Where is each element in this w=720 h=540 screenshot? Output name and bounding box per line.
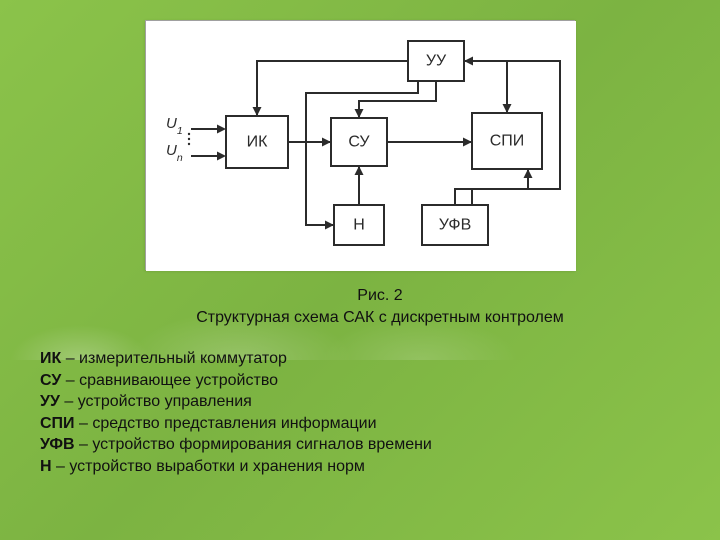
figure-caption: Рис. 2 Структурная схема САК с дискретны…: [160, 285, 600, 328]
legend-row: СПИ – средство представления информации: [40, 413, 680, 435]
legend-row: УУ – устройство управления: [40, 391, 680, 413]
legend-desc: – средство представления информации: [75, 415, 377, 432]
svg-text:УФВ: УФВ: [439, 217, 471, 234]
diagram-panel: U1UnИКСУУУСПИНУФВ: [145, 20, 575, 270]
legend-desc: – устройство выработки и хранения норм: [52, 458, 365, 475]
legend-desc: – устройство управления: [60, 393, 252, 410]
legend-abbr: СУ: [40, 372, 61, 389]
legend-row: ИК – измерительный коммутатор: [40, 348, 680, 370]
legend-desc: – измерительный коммутатор: [61, 350, 287, 367]
legend-abbr: ИК: [40, 350, 61, 367]
block-diagram: U1UnИКСУУУСПИНУФВ: [146, 21, 576, 271]
legend-abbr: СПИ: [40, 415, 75, 432]
svg-text:СПИ: СПИ: [490, 133, 525, 150]
legend-row: Н – устройство выработки и хранения норм: [40, 456, 680, 478]
svg-text:Н: Н: [353, 217, 365, 234]
legend-abbr: Н: [40, 458, 52, 475]
legend-desc: – сравнивающее устройство: [61, 372, 278, 389]
svg-text:СУ: СУ: [348, 134, 370, 151]
caption-line2: Структурная схема САК с дискретным контр…: [160, 307, 600, 329]
svg-text:УУ: УУ: [426, 53, 447, 70]
legend-abbr: УУ: [40, 393, 60, 410]
legend-desc: – устройство формирования сигналов време…: [75, 436, 432, 453]
legend: ИК – измерительный коммутаторСУ – сравни…: [40, 348, 680, 478]
legend-abbr: УФВ: [40, 436, 75, 453]
svg-text:ИК: ИК: [247, 134, 269, 151]
caption-line1: Рис. 2: [160, 285, 600, 307]
legend-row: СУ – сравнивающее устройство: [40, 370, 680, 392]
legend-row: УФВ – устройство формирования сигналов в…: [40, 434, 680, 456]
